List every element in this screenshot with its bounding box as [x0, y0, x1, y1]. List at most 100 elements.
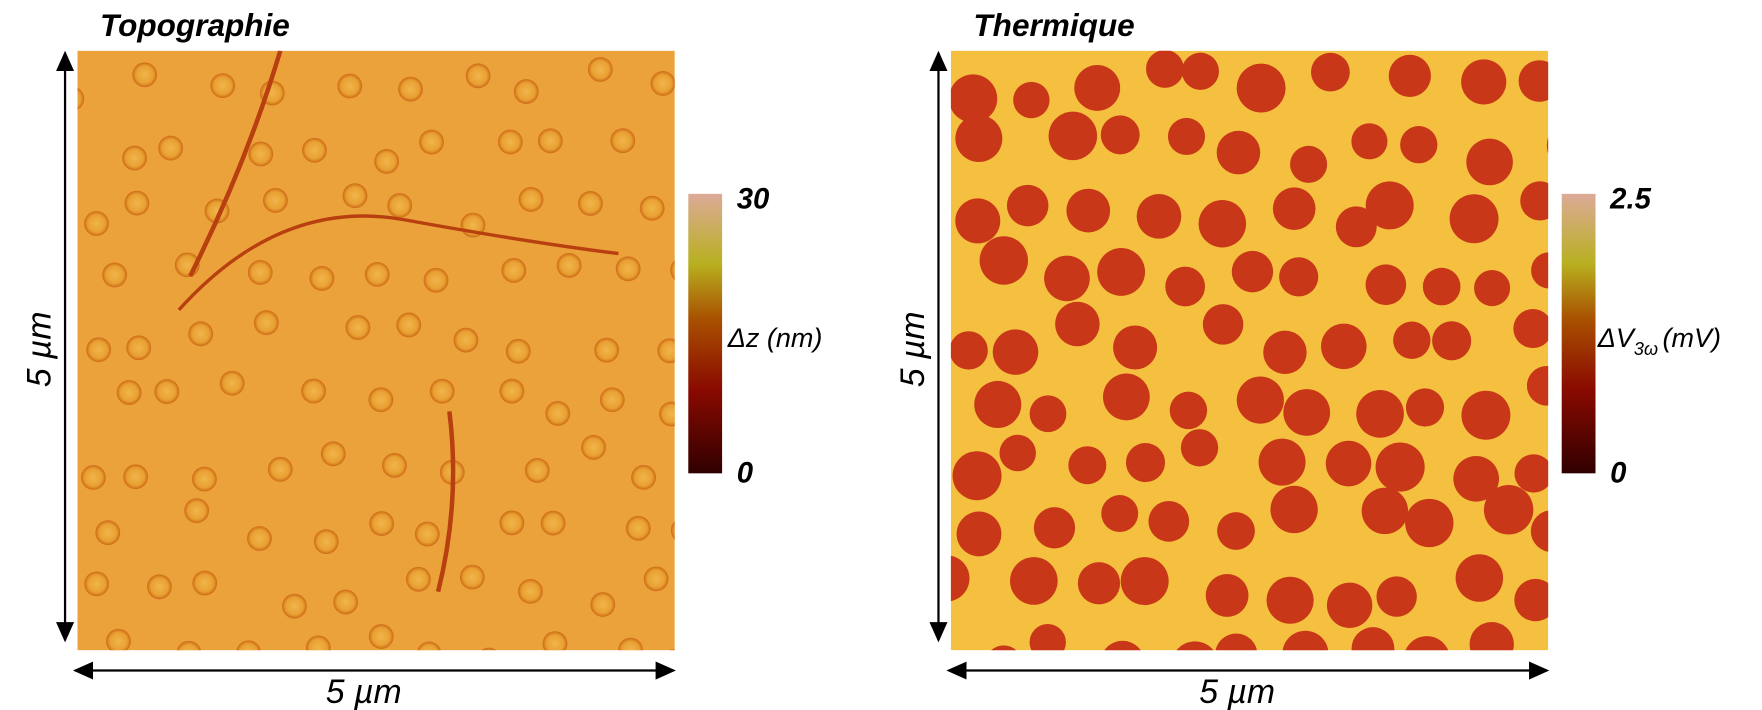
- bump: [616, 256, 641, 281]
- bump: [671, 518, 696, 543]
- bump: [557, 253, 582, 278]
- bump: [396, 313, 421, 338]
- dot: [999, 435, 1035, 471]
- bump: [499, 379, 524, 404]
- dot: [1237, 377, 1284, 424]
- dot: [1400, 126, 1437, 163]
- dot: [1474, 270, 1510, 306]
- bump: [460, 565, 485, 590]
- colorbar: [688, 194, 722, 473]
- bump: [84, 211, 109, 236]
- dot: [1199, 200, 1246, 247]
- bump: [398, 77, 423, 102]
- bump: [117, 380, 142, 405]
- bump: [545, 401, 570, 426]
- dot: [1267, 577, 1314, 624]
- bump: [640, 196, 665, 221]
- dot: [1456, 554, 1503, 601]
- bump: [81, 465, 106, 490]
- dot: [1461, 59, 1506, 104]
- dot: [955, 115, 1002, 162]
- dot: [1007, 185, 1049, 227]
- dot: [1034, 507, 1075, 548]
- dot: [1203, 304, 1244, 345]
- map-image: [923, 50, 1594, 689]
- bump: [210, 73, 235, 98]
- colorbar-min: 0: [737, 456, 753, 489]
- bump: [84, 571, 109, 596]
- dot: [1531, 510, 1573, 552]
- dot: [980, 236, 1028, 284]
- dot: [1466, 139, 1513, 186]
- x-label: 5 µm: [1199, 673, 1275, 710]
- bump: [59, 86, 84, 111]
- dot: [1356, 390, 1404, 438]
- dot: [1030, 395, 1067, 432]
- dot: [1514, 454, 1552, 492]
- dot: [955, 198, 1000, 243]
- bump: [618, 638, 643, 663]
- dot: [957, 512, 1002, 557]
- bump: [369, 624, 394, 649]
- bump: [268, 457, 293, 482]
- dot: [1055, 302, 1100, 347]
- bump: [154, 379, 179, 404]
- dot: [1366, 264, 1407, 305]
- dot: [1513, 309, 1552, 348]
- bump: [594, 338, 619, 363]
- dot: [1273, 187, 1316, 230]
- dot: [1121, 557, 1169, 605]
- dot: [1044, 256, 1090, 302]
- dot: [1279, 257, 1318, 296]
- bump: [314, 529, 339, 554]
- dot: [1432, 321, 1471, 360]
- bump: [525, 458, 550, 483]
- dot: [1101, 115, 1140, 154]
- bump: [95, 520, 120, 545]
- bump: [369, 511, 394, 536]
- dot: [1010, 557, 1058, 605]
- bump: [514, 79, 539, 104]
- bump: [192, 467, 217, 492]
- bump: [337, 74, 362, 99]
- dot: [974, 381, 1021, 428]
- bump: [184, 498, 209, 523]
- dot: [1126, 443, 1165, 482]
- bump: [387, 193, 412, 218]
- bump: [147, 574, 172, 599]
- bump: [158, 136, 183, 161]
- bump: [519, 187, 544, 212]
- panel-title: Thermique: [973, 7, 1134, 43]
- dot: [1259, 439, 1306, 486]
- dot: [1217, 131, 1261, 175]
- bump: [263, 188, 288, 213]
- bump: [581, 435, 606, 460]
- dot: [1101, 495, 1138, 532]
- bump: [374, 149, 399, 174]
- bump: [538, 128, 563, 153]
- bump: [176, 641, 201, 666]
- bump: [282, 594, 307, 619]
- x-label: 5 µm: [326, 673, 402, 710]
- bump: [406, 567, 431, 592]
- bump: [419, 130, 444, 155]
- bump: [248, 142, 273, 167]
- bump: [501, 258, 526, 283]
- bump: [254, 310, 279, 335]
- bump: [306, 635, 331, 660]
- dot: [1113, 325, 1157, 369]
- dot: [1168, 118, 1205, 155]
- y-label: 5 µm: [894, 311, 932, 387]
- dot: [1232, 251, 1273, 292]
- bump: [122, 146, 147, 171]
- dot: [1423, 268, 1461, 306]
- dot: [949, 74, 997, 122]
- bump: [590, 592, 615, 617]
- dot: [1283, 389, 1330, 436]
- colorbar: [1562, 194, 1596, 473]
- bump: [691, 137, 716, 162]
- dot: [1351, 123, 1387, 159]
- dot: [953, 451, 1002, 500]
- dot: [1181, 429, 1218, 466]
